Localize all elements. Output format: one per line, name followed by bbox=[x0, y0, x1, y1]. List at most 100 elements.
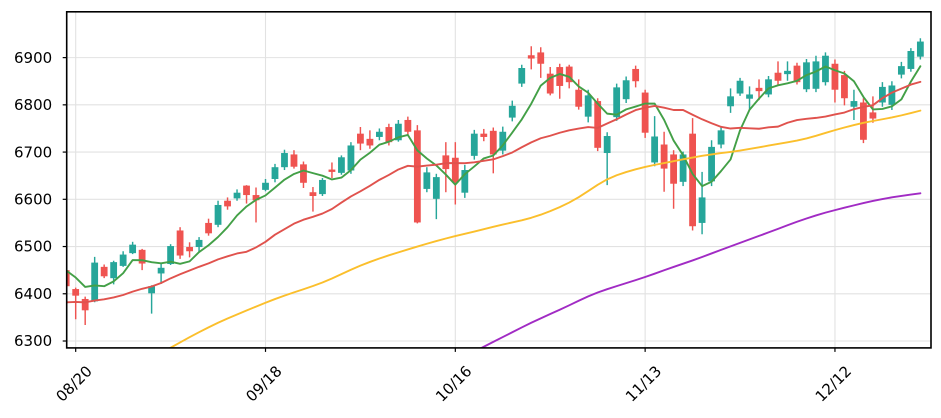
candle-body bbox=[385, 127, 393, 143]
candle-body bbox=[461, 170, 469, 193]
candle-body bbox=[784, 70, 791, 75]
candle-body bbox=[328, 169, 336, 172]
candle-body bbox=[632, 68, 640, 82]
x-tick-label: 08/20 bbox=[53, 362, 96, 405]
candle-body bbox=[689, 133, 696, 227]
candle-body bbox=[708, 146, 715, 182]
candle-body bbox=[499, 131, 507, 151]
candle-body bbox=[413, 130, 421, 223]
candle-body bbox=[556, 67, 564, 86]
candle-body bbox=[755, 87, 763, 92]
y-tick-label: 6900 bbox=[14, 49, 52, 67]
candle-body bbox=[404, 119, 412, 132]
candle-body bbox=[176, 230, 184, 256]
candle-body bbox=[195, 239, 203, 248]
candle-body bbox=[546, 73, 554, 94]
candle-body bbox=[423, 172, 431, 189]
candle-body bbox=[309, 192, 317, 197]
candle-body bbox=[72, 289, 80, 296]
candle-body bbox=[129, 244, 137, 254]
candle-body bbox=[565, 66, 573, 83]
candle-body bbox=[869, 112, 877, 119]
overlay-line-ma-medium bbox=[66, 80, 922, 304]
candle-body bbox=[81, 298, 89, 311]
candle-body bbox=[527, 55, 535, 59]
candle-body bbox=[224, 200, 231, 207]
candle-body bbox=[860, 102, 867, 140]
overlay-line-ma-fast bbox=[66, 65, 922, 288]
candle-body bbox=[281, 153, 288, 168]
candle-body bbox=[167, 246, 174, 265]
candle-body bbox=[366, 138, 374, 146]
candle-body bbox=[470, 133, 478, 156]
candle-body bbox=[641, 92, 649, 133]
candle-body bbox=[214, 204, 222, 225]
candle-body bbox=[186, 247, 193, 252]
candle-body bbox=[841, 75, 848, 99]
candle-body bbox=[765, 79, 772, 95]
candle-body bbox=[157, 267, 165, 274]
candle-body bbox=[916, 41, 924, 57]
candle-body bbox=[717, 130, 725, 145]
candle-body bbox=[100, 266, 108, 277]
candle-body bbox=[774, 72, 782, 81]
x-tick-label: 12/12 bbox=[812, 362, 855, 405]
y-tick-label: 6500 bbox=[14, 238, 52, 256]
plot-area bbox=[66, 38, 924, 348]
candle-body bbox=[489, 130, 497, 155]
candle-body bbox=[375, 131, 383, 137]
candle-body bbox=[575, 89, 583, 107]
candle-body bbox=[243, 185, 250, 196]
candle-body bbox=[451, 157, 459, 183]
y-tick-label: 6700 bbox=[14, 143, 52, 161]
candle-body bbox=[271, 167, 279, 179]
candle-body bbox=[480, 133, 488, 137]
candle-body bbox=[698, 197, 706, 223]
candle-body bbox=[252, 195, 260, 201]
candle-body bbox=[394, 123, 402, 141]
candle-body bbox=[613, 87, 621, 118]
y-tick-label: 6400 bbox=[14, 285, 52, 303]
candle-body bbox=[736, 80, 744, 94]
candle-body bbox=[822, 55, 829, 83]
candle-body bbox=[300, 164, 307, 183]
candle-body bbox=[110, 262, 118, 279]
candle-body bbox=[319, 179, 326, 195]
grid bbox=[66, 11, 931, 348]
candle-body bbox=[594, 101, 602, 148]
candle-body bbox=[138, 249, 146, 264]
candle-body bbox=[603, 136, 611, 154]
candle-body bbox=[850, 101, 858, 107]
x-tick-label: 11/13 bbox=[622, 362, 665, 405]
x-tick-label: 10/16 bbox=[432, 362, 475, 405]
candle-body bbox=[746, 94, 753, 99]
x-tick-label: 09/18 bbox=[242, 362, 285, 405]
overlay-line-ma-long bbox=[479, 192, 922, 348]
candle-body bbox=[897, 66, 905, 75]
candle-body bbox=[338, 157, 345, 173]
candle-body bbox=[670, 154, 678, 184]
candle-body bbox=[262, 182, 269, 190]
axis-ticks bbox=[62, 57, 836, 352]
candle-body bbox=[831, 63, 839, 90]
axes-spines bbox=[65, 11, 932, 349]
candle-body bbox=[290, 154, 298, 167]
candle-body bbox=[518, 68, 526, 84]
candle-body bbox=[812, 61, 820, 89]
candle-body bbox=[347, 145, 355, 171]
candle-bodies bbox=[66, 41, 924, 311]
candle-body bbox=[584, 95, 592, 117]
overlay-line-ma-slow bbox=[168, 109, 922, 348]
candle-body bbox=[793, 65, 801, 83]
candle-body bbox=[119, 254, 127, 266]
y-tick-label: 6600 bbox=[14, 191, 52, 209]
candle-body bbox=[357, 133, 364, 144]
candle-body bbox=[537, 52, 545, 64]
y-tick-label: 6800 bbox=[14, 96, 52, 114]
candle-body bbox=[205, 222, 212, 234]
candle-body bbox=[679, 154, 687, 182]
candle-body bbox=[888, 85, 896, 105]
candle-body bbox=[660, 144, 668, 169]
